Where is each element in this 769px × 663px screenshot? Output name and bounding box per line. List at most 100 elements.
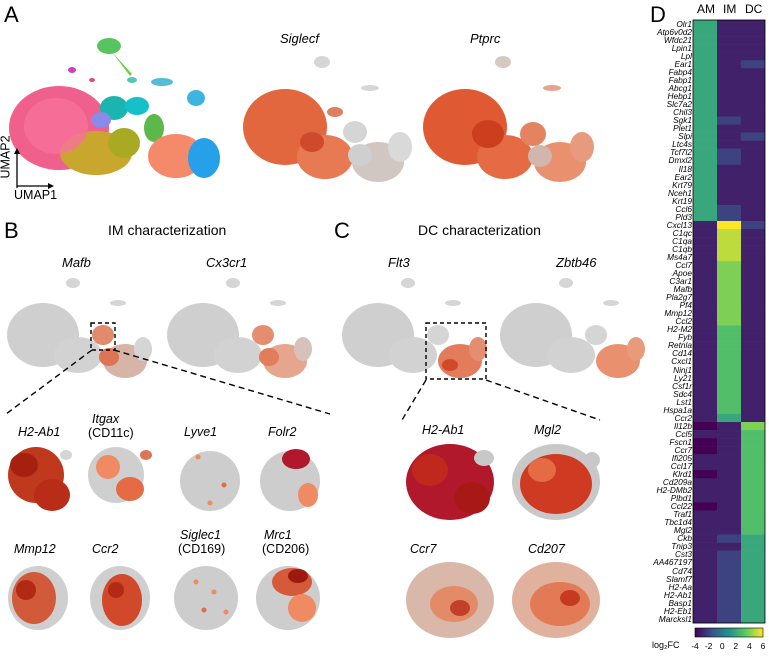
heatmap-cell [741,60,765,69]
heatmap-cell [741,510,765,519]
heatmap-cell [717,405,741,415]
heatmap-cell [741,237,765,246]
heatmap-cell [741,430,765,439]
heatmap-cell [693,108,717,117]
heatmap-cell [717,430,741,439]
heatmap-row-label: Cd14 [672,348,692,359]
heatmap-row-label: Mafb [673,284,692,295]
heatmap-cell [693,574,717,584]
heatmap-cell [693,253,717,262]
zoom-lyve1-plot [180,451,240,511]
heatmap-cell [693,550,717,559]
heatmap-cell [741,100,765,109]
heatmap-cell [717,68,741,77]
heatmap-cell [693,84,717,93]
heatmap-row-label: Ckb [677,533,692,544]
heatmap-cell [741,341,765,350]
heatmap-cell [693,285,717,294]
heatmap-cell [717,494,741,503]
heatmap-cell [717,550,741,559]
heatmap-row-label: Ccl17 [670,461,692,471]
heatmap-cell [741,413,765,423]
heatmap-cell [693,221,717,230]
heatmap-cell [717,389,741,399]
heatmap-cell [741,333,765,342]
heatmap-row-label: Tnip3 [671,541,692,552]
heatmap-cell [693,212,717,222]
heatmap-cell [741,188,765,198]
heatmap-cell [741,373,765,383]
heatmap-row-label: Cst3 [674,549,692,560]
heatmap-cell [741,526,765,535]
heatmap-cell [717,172,741,182]
heatmap-cell [717,325,741,334]
umap-mafb-plot [7,278,152,378]
heatmap-row-label: H2-Aa [668,581,692,592]
heatmap-row-label: Ms4a7 [667,251,692,262]
umap-siglecf-plot [243,56,412,182]
heatmap-cell [741,389,765,399]
gene-label-zbtb46: Zbtb46 [556,255,597,270]
heatmap-cell [717,140,741,149]
heatmap-cell [693,28,717,37]
heatmap-cell [741,486,765,495]
heatmap-cell [693,269,717,278]
heatmap-cell [693,60,717,69]
heatmap-cell [741,349,765,358]
heatmap-cell [717,229,741,238]
colorbar-tick: -4 [691,641,699,651]
heatmap-cell [693,486,717,495]
heatmap-row-label: Hspa1a [663,404,692,415]
heatmap-cell [741,124,765,133]
heatmap-cell [693,558,717,568]
zoom-itgax-plot [88,447,152,503]
heatmap-cell [693,438,717,447]
umap-ptprc-plot [423,56,594,182]
heatmap-cell [717,333,741,342]
heatmap-row-label: Pld3 [675,211,692,222]
heatmap-cell [693,349,717,358]
heatmap-cell [693,116,717,125]
heatmap-cell [741,550,765,559]
heatmap-col-im: IM [723,2,737,16]
heatmap-cell [741,405,765,415]
heatmap-cell [717,285,741,294]
heatmap-cell [693,341,717,350]
heatmap-row-label: Fscn1 [669,436,692,447]
heatmap-cell [741,317,765,326]
heatmap-cell [693,405,717,415]
zoom-sub-mrc1: (CD206) [262,542,310,556]
heatmap-cell [717,92,741,101]
heatmap-cell [717,116,741,125]
heatmap-cell [717,518,741,527]
heatmap-row-label: Tcf7l2 [670,147,692,158]
heatmap-row-label: Sdc4 [673,388,692,399]
zoom-label-ccr2: Ccr2 [92,542,119,556]
heatmap-cell [741,212,765,222]
umap1-axis-label: UMAP1 [14,188,58,202]
heatmap-cell [717,277,741,286]
colorbar-tick: -2 [705,641,713,651]
heatmap-cell [741,446,765,455]
heatmap-cell [717,341,741,350]
heatmap-cell [741,301,765,310]
heatmap-row-label: Krt79 [672,179,692,190]
heatmap-cell [693,36,717,45]
heatmap-cell [717,148,741,157]
heatmap-cell [741,309,765,318]
zoom-cd207-plot [512,562,600,638]
heatmap-row-label: Lpin1 [671,42,692,53]
heatmap-cell [693,20,717,29]
heatmap-row-label: Wfdc21 [663,34,692,45]
heatmap-cell [717,413,741,423]
heatmap-cell [741,196,765,206]
heatmap-cell [717,534,741,543]
heatmap-cell [693,132,717,141]
heatmap-cell [717,28,741,37]
heatmap-cell [741,381,765,391]
heatmap-cell [741,253,765,262]
umap2-axis-label: UMAP2 [0,135,13,179]
heatmap-cell [693,100,717,109]
heatmap-cell [693,333,717,342]
heatmap-cell [741,84,765,93]
